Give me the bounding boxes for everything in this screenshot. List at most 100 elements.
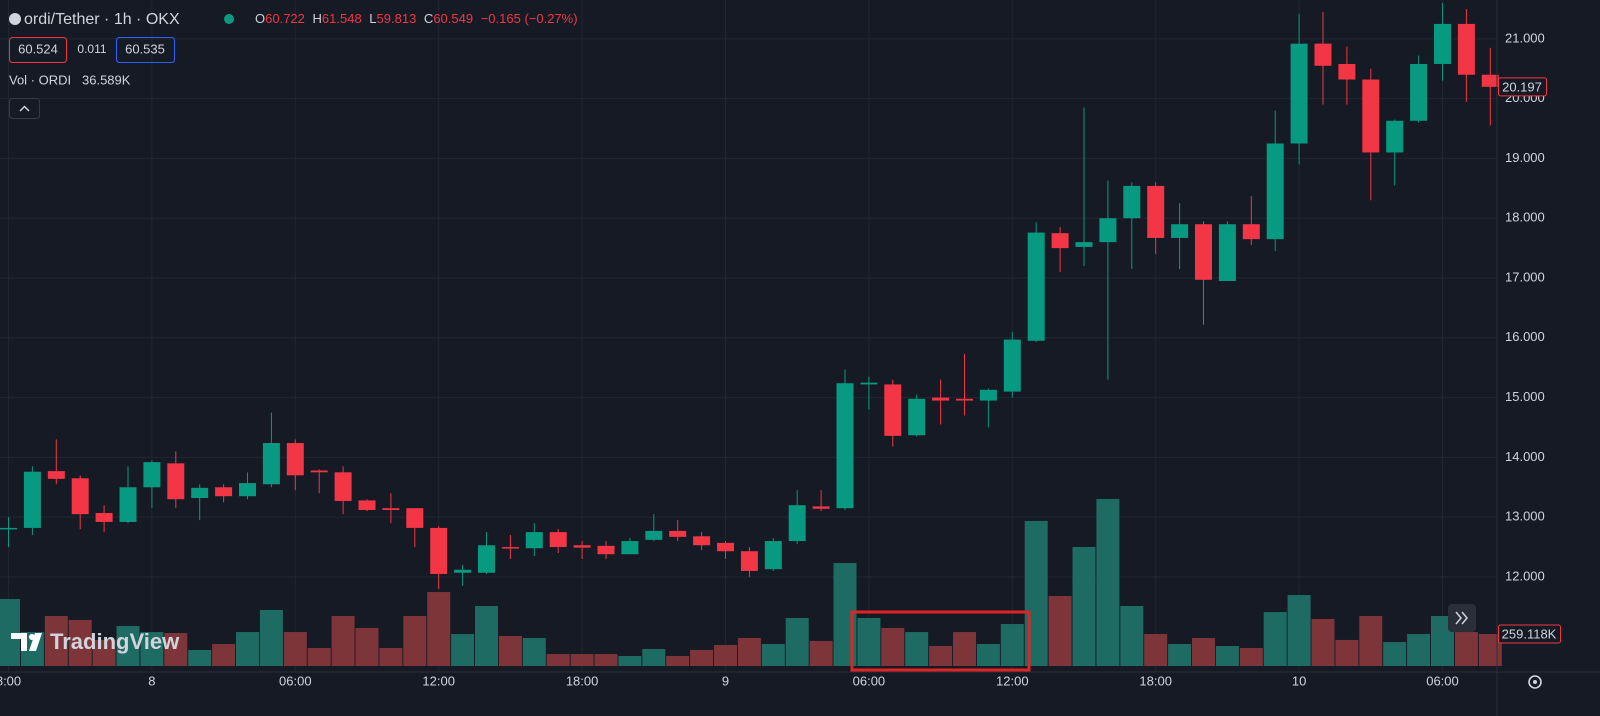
volume-bar bbox=[259, 609, 283, 666]
scroll-button[interactable] bbox=[1448, 604, 1476, 632]
volume-bar bbox=[92, 639, 116, 666]
collapse-button[interactable] bbox=[9, 98, 40, 119]
candle-body bbox=[1386, 120, 1404, 153]
settings-button[interactable] bbox=[1528, 675, 1542, 689]
ohlc-letter: L bbox=[369, 11, 376, 26]
candle-body bbox=[1338, 63, 1356, 80]
volume-bar bbox=[570, 654, 594, 666]
y-tick-label: 15.000 bbox=[1505, 389, 1545, 404]
volume-bar bbox=[1144, 634, 1168, 666]
x-tick-label: 06:00 bbox=[1426, 673, 1459, 688]
volume-bar bbox=[1335, 639, 1359, 666]
candle-body bbox=[812, 506, 830, 509]
volume-bar bbox=[68, 619, 92, 666]
candle-body bbox=[382, 508, 400, 510]
volume-bar bbox=[44, 616, 68, 666]
volume-bar bbox=[475, 606, 498, 666]
status-dot bbox=[224, 14, 234, 24]
brand-logo-dot bbox=[29, 634, 35, 640]
ohlc-letter: O bbox=[255, 11, 265, 26]
volume-bar bbox=[0, 598, 20, 666]
ohlc-value: 60.549 bbox=[433, 11, 473, 26]
volume-bar bbox=[953, 632, 976, 666]
volume-bar bbox=[1192, 637, 1215, 666]
candle-body bbox=[836, 383, 854, 509]
volume-bar bbox=[451, 634, 475, 666]
volume-bar bbox=[212, 644, 236, 666]
settings-icon bbox=[1533, 680, 1537, 684]
ohlc-value: 60.722 bbox=[265, 11, 305, 26]
x-tick-label: 18:00 bbox=[566, 673, 599, 688]
volume-bar bbox=[737, 637, 761, 666]
sell-button[interactable] bbox=[9, 37, 67, 63]
symbol: ordi/Tether · 1h · OKX bbox=[24, 11, 180, 28]
volume-bar bbox=[379, 647, 403, 666]
candle-body bbox=[1147, 185, 1165, 238]
symbol-icon bbox=[9, 13, 21, 25]
x-tick-label: 8 bbox=[148, 673, 155, 688]
volume-legend-value: 36.589K bbox=[82, 72, 131, 87]
volume-bar bbox=[1311, 618, 1335, 666]
candle-body bbox=[1457, 23, 1475, 75]
x-tick-label: 18:00 bbox=[1139, 673, 1172, 688]
candle-body bbox=[1027, 232, 1045, 341]
candle-body bbox=[1051, 233, 1069, 249]
candle-body bbox=[573, 545, 591, 548]
candle-body bbox=[47, 471, 65, 479]
candle-body bbox=[1218, 224, 1236, 281]
y-tick-label: 19.000 bbox=[1505, 150, 1545, 165]
volume-bar bbox=[881, 627, 905, 666]
x-tick-label: 06:00 bbox=[279, 673, 312, 688]
volume-bar bbox=[522, 637, 546, 666]
x-tick-label: 8:00 bbox=[0, 673, 21, 688]
candle-body bbox=[764, 541, 782, 570]
candle-body bbox=[1075, 242, 1093, 247]
ohlc-value: 59.813 bbox=[377, 11, 417, 26]
volume-bar bbox=[1359, 616, 1383, 666]
candle-body bbox=[1242, 224, 1260, 240]
volume-bar bbox=[236, 632, 259, 666]
y-tick-label: 13.000 bbox=[1505, 509, 1545, 524]
y-tick-label: 18.000 bbox=[1505, 210, 1545, 225]
candle-body bbox=[740, 551, 758, 571]
ohlc-letter: H bbox=[313, 11, 322, 26]
volume-bar bbox=[642, 648, 666, 666]
y-tick-label: 21.000 bbox=[1505, 30, 1545, 45]
volume-bar bbox=[283, 632, 307, 666]
candle-body bbox=[884, 384, 902, 436]
volume-bar bbox=[976, 644, 1000, 666]
candle-body bbox=[860, 382, 878, 385]
volume-bar bbox=[1096, 498, 1120, 666]
x-tick-label: 10 bbox=[1292, 673, 1306, 688]
candle-body bbox=[0, 527, 17, 530]
volume-bar bbox=[116, 626, 140, 666]
candle-body bbox=[501, 547, 519, 549]
candle-body bbox=[788, 505, 806, 542]
candle-body bbox=[478, 545, 495, 573]
candle-body bbox=[191, 487, 209, 499]
candle-body bbox=[1362, 79, 1380, 153]
volume-bar bbox=[785, 617, 809, 666]
volume-bar bbox=[140, 632, 164, 666]
candle-body bbox=[621, 541, 639, 555]
volume-bar bbox=[666, 656, 690, 666]
brand: TradingView bbox=[50, 629, 180, 654]
candle-body bbox=[1003, 339, 1021, 392]
volume-bar bbox=[761, 644, 785, 666]
candle-body bbox=[979, 389, 997, 401]
volume-bar bbox=[1048, 596, 1072, 666]
y-tick-label: 17.000 bbox=[1505, 269, 1545, 284]
collapse-icon bbox=[19, 105, 30, 112]
volume-bar bbox=[1383, 642, 1407, 666]
candle-layer bbox=[0, 2, 1499, 589]
volume-bar bbox=[809, 640, 833, 666]
candle-body bbox=[406, 508, 424, 528]
candle-body bbox=[669, 530, 687, 537]
candle-body bbox=[239, 483, 256, 497]
volume-bar bbox=[857, 617, 881, 666]
bid: 60.524 bbox=[18, 41, 58, 56]
volume-bar bbox=[307, 647, 331, 666]
buy-button[interactable] bbox=[116, 37, 175, 63]
